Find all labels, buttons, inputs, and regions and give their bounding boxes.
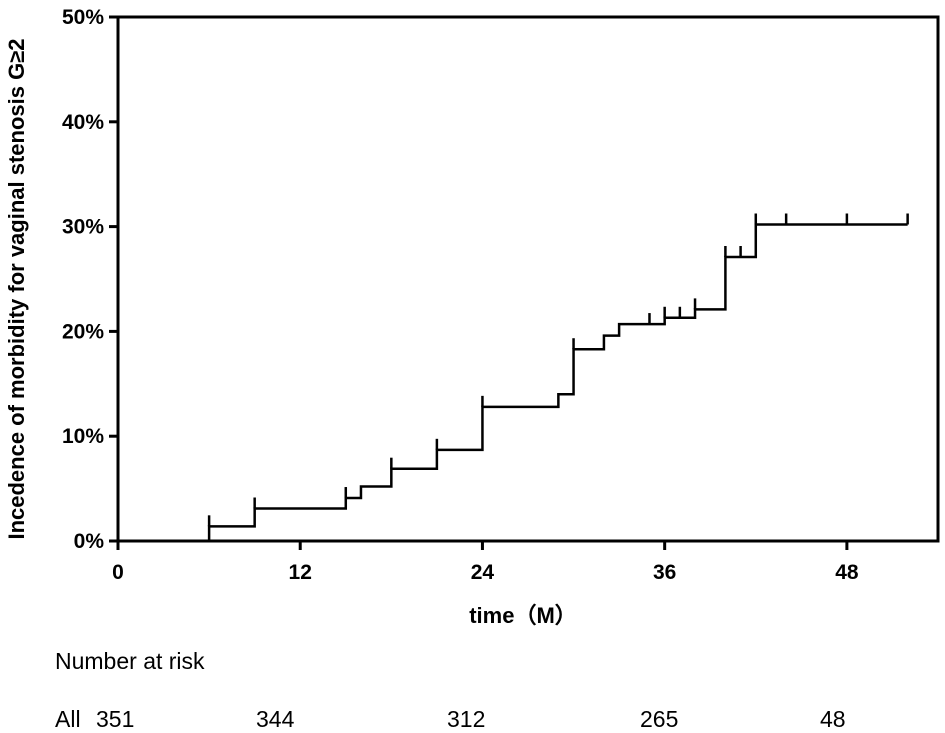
risk-value: 344 xyxy=(256,706,295,732)
y-tick-label: 50% xyxy=(62,6,104,29)
risk-row-label: All xyxy=(55,706,81,732)
y-tick-label: 10% xyxy=(62,425,104,448)
y-tick-label: 0% xyxy=(74,530,105,553)
plot-frame xyxy=(116,15,940,543)
series-step-line xyxy=(118,223,908,543)
y-tick-label: 40% xyxy=(62,111,104,134)
y-tick-label: 20% xyxy=(62,320,104,343)
y-axis-title: Incedence of morbidity for vaginal steno… xyxy=(4,38,29,539)
x-tick-label: 48 xyxy=(835,561,859,584)
x-axis-title: time（M） xyxy=(469,603,577,628)
risk-table-heading: Number at risk xyxy=(55,648,205,674)
x-tick-label: 0 xyxy=(112,561,124,584)
risk-value: 265 xyxy=(640,706,679,732)
x-tick-label: 24 xyxy=(471,561,495,584)
y-tick-label: 30% xyxy=(62,216,104,239)
risk-value: 351 xyxy=(96,706,135,732)
x-tick-label: 12 xyxy=(289,561,312,584)
x-tick-label: 36 xyxy=(653,561,676,584)
risk-value: 312 xyxy=(447,706,486,732)
risk-value: 48 xyxy=(820,706,846,732)
